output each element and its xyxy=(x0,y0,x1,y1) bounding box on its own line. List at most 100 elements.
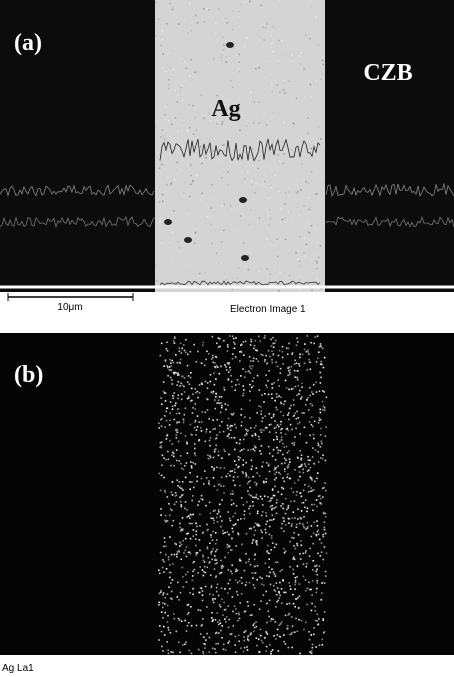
eds-dot xyxy=(269,355,271,358)
eds-dot xyxy=(227,427,230,430)
eds-dot xyxy=(223,389,226,391)
eds-dot xyxy=(294,436,296,438)
eds-dot xyxy=(261,417,264,419)
eds-dot xyxy=(226,362,229,365)
texture xyxy=(268,235,271,238)
eds-dot xyxy=(244,630,247,633)
eds-dot xyxy=(247,481,250,483)
eds-dot xyxy=(302,468,304,471)
eds-dot xyxy=(186,604,189,606)
eds-dot xyxy=(272,354,274,356)
texture xyxy=(183,18,186,21)
eds-dot xyxy=(203,643,206,645)
eds-dot xyxy=(221,598,223,601)
eds-dot xyxy=(261,420,263,423)
eds-dot xyxy=(271,358,273,361)
eds-dot xyxy=(198,384,201,386)
eds-dot xyxy=(307,409,310,411)
eds-dot xyxy=(275,506,277,508)
eds-dot xyxy=(227,404,229,407)
eds-dot xyxy=(226,350,229,352)
eds-dot xyxy=(315,534,318,537)
eds-dot xyxy=(275,606,277,608)
eds-dot xyxy=(242,368,244,370)
eds-dot xyxy=(166,621,169,623)
eds-dot xyxy=(174,542,176,545)
eds-dot xyxy=(185,630,188,632)
eds-dot xyxy=(163,457,165,459)
eds-dot xyxy=(170,369,172,371)
texture xyxy=(276,46,278,48)
eds-dot xyxy=(265,575,268,577)
texture xyxy=(168,84,170,86)
eds-dot xyxy=(274,459,277,461)
eds-dot xyxy=(297,518,299,520)
texture xyxy=(182,117,185,120)
eds-dot xyxy=(272,346,275,349)
eds-dot xyxy=(281,356,284,359)
eds-dot xyxy=(300,454,303,457)
ag-label: Ag xyxy=(211,96,240,122)
eds-dot xyxy=(221,457,223,460)
texture xyxy=(221,123,223,125)
texture xyxy=(171,13,174,15)
eds-dot xyxy=(180,462,182,465)
eds-dot xyxy=(205,397,208,400)
eds-dot xyxy=(284,614,287,617)
eds-dot xyxy=(270,549,273,551)
eds-dot xyxy=(219,402,221,405)
eds-dot xyxy=(240,344,242,347)
eds-dot xyxy=(222,430,225,433)
eds-dot xyxy=(182,644,184,646)
eds-dot xyxy=(218,372,221,375)
eds-dot xyxy=(298,393,300,395)
eds-dot xyxy=(222,532,225,535)
texture xyxy=(274,80,276,82)
eds-dot xyxy=(215,516,218,519)
eds-dot xyxy=(250,527,253,530)
eds-dot xyxy=(187,515,190,517)
eds-dot xyxy=(275,435,278,438)
eds-dot xyxy=(283,520,285,523)
eds-dot xyxy=(199,566,201,568)
texture xyxy=(221,36,224,38)
eds-dot xyxy=(260,410,263,413)
eds-dot xyxy=(304,499,307,501)
eds-dot xyxy=(268,413,271,415)
eds-dot xyxy=(278,349,281,352)
eds-dot xyxy=(287,374,289,377)
eds-dot xyxy=(323,611,326,613)
eds-dot xyxy=(278,624,281,627)
texture xyxy=(201,280,203,282)
eds-dot xyxy=(289,423,292,426)
eds-dot xyxy=(314,619,317,622)
eds-dot xyxy=(268,424,271,426)
eds-dot xyxy=(239,360,241,362)
eds-dot xyxy=(178,486,181,488)
eds-dot xyxy=(317,461,320,463)
eds-dot xyxy=(255,358,258,360)
texture xyxy=(190,163,192,166)
eds-dot xyxy=(297,508,299,511)
eds-dot xyxy=(167,652,170,655)
eds-dot xyxy=(231,549,233,551)
eds-dot xyxy=(175,354,177,356)
eds-dot xyxy=(211,539,214,542)
texture xyxy=(294,116,297,118)
eds-dot xyxy=(188,522,191,525)
eds-dot xyxy=(301,412,303,414)
eds-dot xyxy=(324,515,327,518)
eds-dot xyxy=(309,547,311,550)
eds-dot xyxy=(253,344,256,347)
texture xyxy=(298,279,301,281)
eds-dot xyxy=(219,515,222,518)
eds-dot xyxy=(310,490,312,493)
eds-dot xyxy=(294,376,296,379)
eds-dot xyxy=(260,413,262,416)
eds-dot xyxy=(200,587,203,590)
eds-dot xyxy=(187,621,190,624)
eds-dot xyxy=(275,543,278,546)
eds-dot xyxy=(288,371,291,374)
eds-dot xyxy=(292,556,295,559)
texture xyxy=(272,50,275,53)
